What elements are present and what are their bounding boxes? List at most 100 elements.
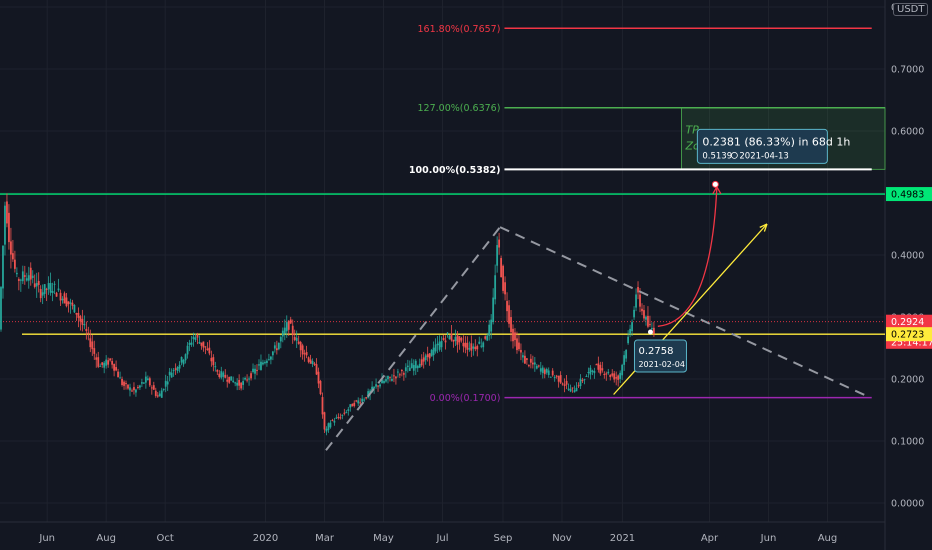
x-tick-label: Sep [494,533,513,544]
support-price-tag-bg [886,327,932,342]
x-tick-label: May [373,533,394,544]
candle-body [512,328,514,342]
candle-body [605,373,608,375]
candle-body [61,298,64,301]
candle-body [603,373,606,376]
candle-body [625,349,628,359]
resistance-price-tag-bg [886,187,932,202]
candle-body [33,283,36,287]
candle-body [418,363,421,368]
candle-body [357,400,360,404]
candle-body [426,354,429,357]
candle-body [164,380,167,387]
candle-body [206,348,209,351]
candle-body [389,376,391,378]
candle-body [81,318,84,325]
candle-body [246,379,248,381]
candle-body [510,317,512,333]
candle-body [91,341,94,350]
candle-body [557,375,560,382]
candle-body [498,239,501,248]
candle-body [166,381,169,385]
candle-body [496,245,499,266]
measure-bottom-line1: 0.2758 [638,346,673,357]
candle-body [89,338,92,348]
candle-body [236,382,239,386]
candle-body [55,292,58,297]
candle-body [381,379,383,384]
resistance-price-tag: 0.4983 [891,190,924,201]
candle-body [234,382,237,384]
candle-body [63,293,66,304]
candle-body [264,362,266,364]
candle-body [609,374,612,378]
candle-body [631,322,633,332]
candle-body [613,373,616,380]
candle-body [387,375,389,380]
candle-body [430,349,433,357]
candle-body [514,332,516,341]
candle-body [262,362,264,365]
candle-body [180,357,183,363]
candle-body [402,373,405,375]
candle-body [133,387,135,391]
candle-body [406,365,409,368]
candle-body [293,337,296,341]
candle-body [371,386,374,393]
candle-body [488,324,491,336]
candle-body [365,397,368,399]
candle-body [103,362,106,368]
candle-body [561,383,564,385]
candle-body [142,382,145,384]
candle-body [307,357,310,362]
candle-body [85,328,88,332]
candle-body [309,359,312,364]
candle-body [79,316,82,322]
fib-level-label: 127.00%(0.6376) [418,103,501,114]
candle-body [393,375,395,377]
clock-icon [730,151,738,159]
candle-body [470,343,473,351]
candle-body [31,275,34,278]
candle-body [323,412,326,430]
candle-body [210,357,213,362]
candle-body [351,403,354,407]
candle-body [188,342,191,345]
candle-body [404,367,407,372]
candle-body [442,337,445,340]
candle-body [486,335,489,341]
candle-body [289,319,292,324]
candle-body [297,341,300,344]
candle-body [361,398,364,402]
candle-body [539,368,542,372]
candle-body [345,412,348,414]
candle-body [29,267,32,280]
x-tick-label: Jun [760,533,777,544]
candle-body [83,323,86,326]
y-tick-label: 0.0000 [891,499,924,510]
y-tick-label: 0.6000 [891,127,924,138]
candle-body [65,297,68,307]
current-price-tag-bg [886,314,932,329]
current-price-tag: 0.2924 [891,317,924,328]
unit-label[interactable]: USDT [893,3,929,16]
candle-body [95,357,98,360]
candle-body [482,342,485,348]
measure-top-point [711,180,719,188]
candle-body [524,355,526,364]
candle-body [186,345,189,355]
candle-body [214,366,217,368]
candle-body [192,336,195,340]
y-tick-label: 0.7000 [891,65,924,76]
candle-body [518,342,520,350]
candle-body [271,351,274,356]
candle-body [474,346,477,350]
candle-body [156,395,159,397]
candle-body [212,357,215,366]
candle-body [571,387,574,389]
candle-body [633,309,635,318]
trend-arrow-head [759,223,768,232]
candle-body [424,355,427,361]
candle-body [137,386,139,388]
